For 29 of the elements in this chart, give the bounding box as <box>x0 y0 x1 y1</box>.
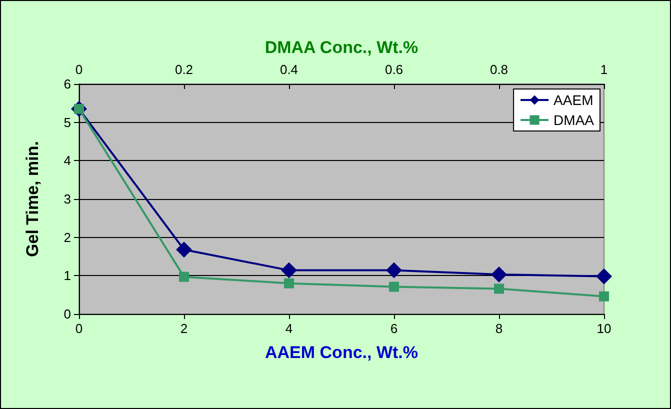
legend-label: DMAA <box>554 112 595 128</box>
y-tick-label: 5 <box>64 114 71 130</box>
y-tick-label: 6 <box>64 76 71 92</box>
y-tick-label: 1 <box>64 268 71 284</box>
x2-tick-label: 0.4 <box>280 62 298 77</box>
point <box>281 262 297 278</box>
y-tick-label: 4 <box>64 153 71 168</box>
point <box>386 262 402 278</box>
x2-tick-label: 0.2 <box>174 62 194 77</box>
x2-tick-label: 1 <box>600 62 608 77</box>
y-tick-label: 0 <box>64 306 71 322</box>
x-tick-label: 6 <box>390 321 398 336</box>
x-tick-label: 4 <box>285 321 293 336</box>
x-axis-title: AAEM Conc., Wt.% <box>265 343 418 362</box>
x2-axis-title: DMAA Conc., Wt.% <box>264 38 418 57</box>
x-tick-label: 2 <box>180 321 188 336</box>
x-tick-label: 0 <box>75 321 83 336</box>
point <box>491 266 507 283</box>
point <box>176 242 192 258</box>
x-tick-label: 10 <box>596 321 612 336</box>
x-tick-label: 8 <box>495 321 503 336</box>
y-axis-title: Gel Time, min. <box>23 141 42 257</box>
x2-tick-label: 0.8 <box>490 62 508 77</box>
x2-tick-label: 0 <box>75 62 83 77</box>
x2-tick-label: 0.6 <box>384 62 404 77</box>
y-tick-label: 2 <box>64 230 71 245</box>
legend-label: AAEM <box>554 92 594 108</box>
point <box>596 268 612 284</box>
y-tick-label: 3 <box>64 192 71 206</box>
